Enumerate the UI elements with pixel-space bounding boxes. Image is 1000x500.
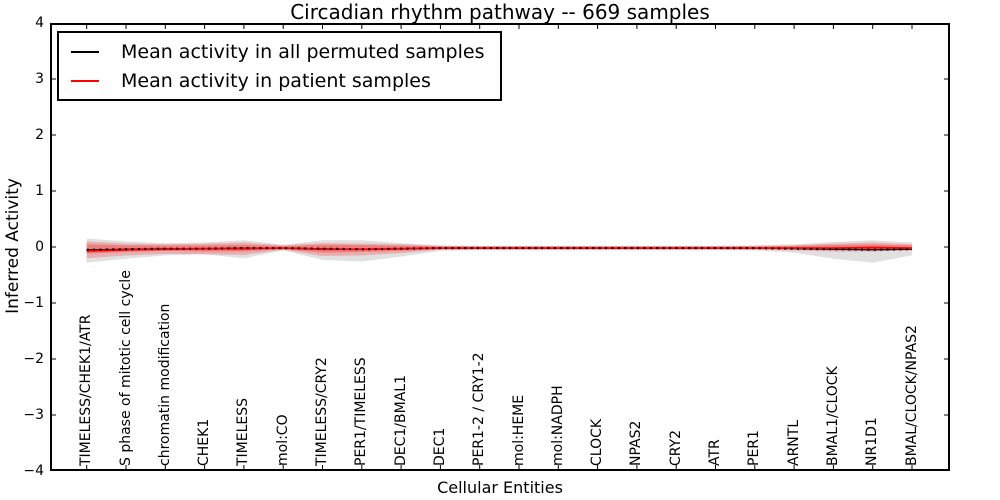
- legend-line-sample-red: [71, 79, 99, 82]
- y-tick-label: 4: [35, 15, 44, 31]
- x-category-label: TIMELESS/CHEK1/ATR: [78, 314, 95, 466]
- legend-label-patient: Mean activity in patient samples: [121, 69, 431, 92]
- x-category-label: ARNTL: [785, 419, 802, 466]
- x-category-label: PER1/TIMELESS: [353, 357, 370, 466]
- y-tick-label: −1: [23, 295, 44, 311]
- band-patient-samples-range-inner: [86, 244, 912, 254]
- x-category-label: CHEK1: [196, 418, 213, 466]
- band-permuted-samples-range: [86, 238, 912, 263]
- x-category-label: mol:NADPH: [549, 385, 566, 466]
- x-category-label: ATR: [707, 439, 723, 466]
- legend-row-permuted: Mean activity in all permuted samples: [71, 37, 484, 66]
- y-tick-label: −4: [23, 463, 44, 479]
- x-category-label: TIMELESS: [235, 397, 252, 466]
- x-category-label: mol:CO: [274, 414, 291, 466]
- x-category-label: DEC1/BMAL1: [392, 375, 409, 466]
- plot-canvas: [50, 23, 950, 471]
- legend-row-patient: Mean activity in patient samples: [71, 66, 484, 95]
- y-tick-label: −3: [23, 407, 44, 423]
- x-category-label: PER1-2 / CRY1-2: [471, 352, 488, 466]
- x-category-label: CRY2: [667, 429, 684, 466]
- chart-title: Circadian rhythm pathway -- 669 samples: [290, 0, 710, 24]
- legend: Mean activity in all permuted samples Me…: [57, 31, 503, 101]
- x-category-label: NPAS2: [628, 420, 645, 466]
- x-category-label: PER1: [746, 430, 763, 466]
- x-category-label: TIMELESS/CRY2: [314, 357, 330, 466]
- y-tick-label: 3: [35, 71, 44, 87]
- x-category-label: BMAL/CLOCK/NPAS2: [903, 325, 920, 466]
- x-category-label: chromatin modification: [156, 303, 173, 466]
- y-tick-label: 0: [35, 239, 44, 255]
- legend-line-sample-black: [71, 50, 99, 53]
- x-category-label: DEC1: [431, 427, 448, 466]
- y-tick-label: 2: [35, 127, 44, 143]
- mean-line-patient: [86, 246, 913, 252]
- x-category-label: S phase of mitotic cell cycle: [117, 270, 134, 466]
- x-axis-label: Cellular Entities: [437, 478, 563, 497]
- band-patient-samples-range-outer: [86, 241, 912, 259]
- y-tick-label: −2: [23, 351, 44, 367]
- y-tick-label: 1: [35, 183, 44, 199]
- x-category-label: NR1D1: [864, 417, 881, 466]
- x-category-label: mol:HEME: [510, 394, 527, 466]
- x-category-label: CLOCK: [589, 418, 606, 466]
- legend-label-permuted: Mean activity in all permuted samples: [121, 40, 485, 63]
- x-category-label: BMAL1/CLOCK: [824, 366, 841, 466]
